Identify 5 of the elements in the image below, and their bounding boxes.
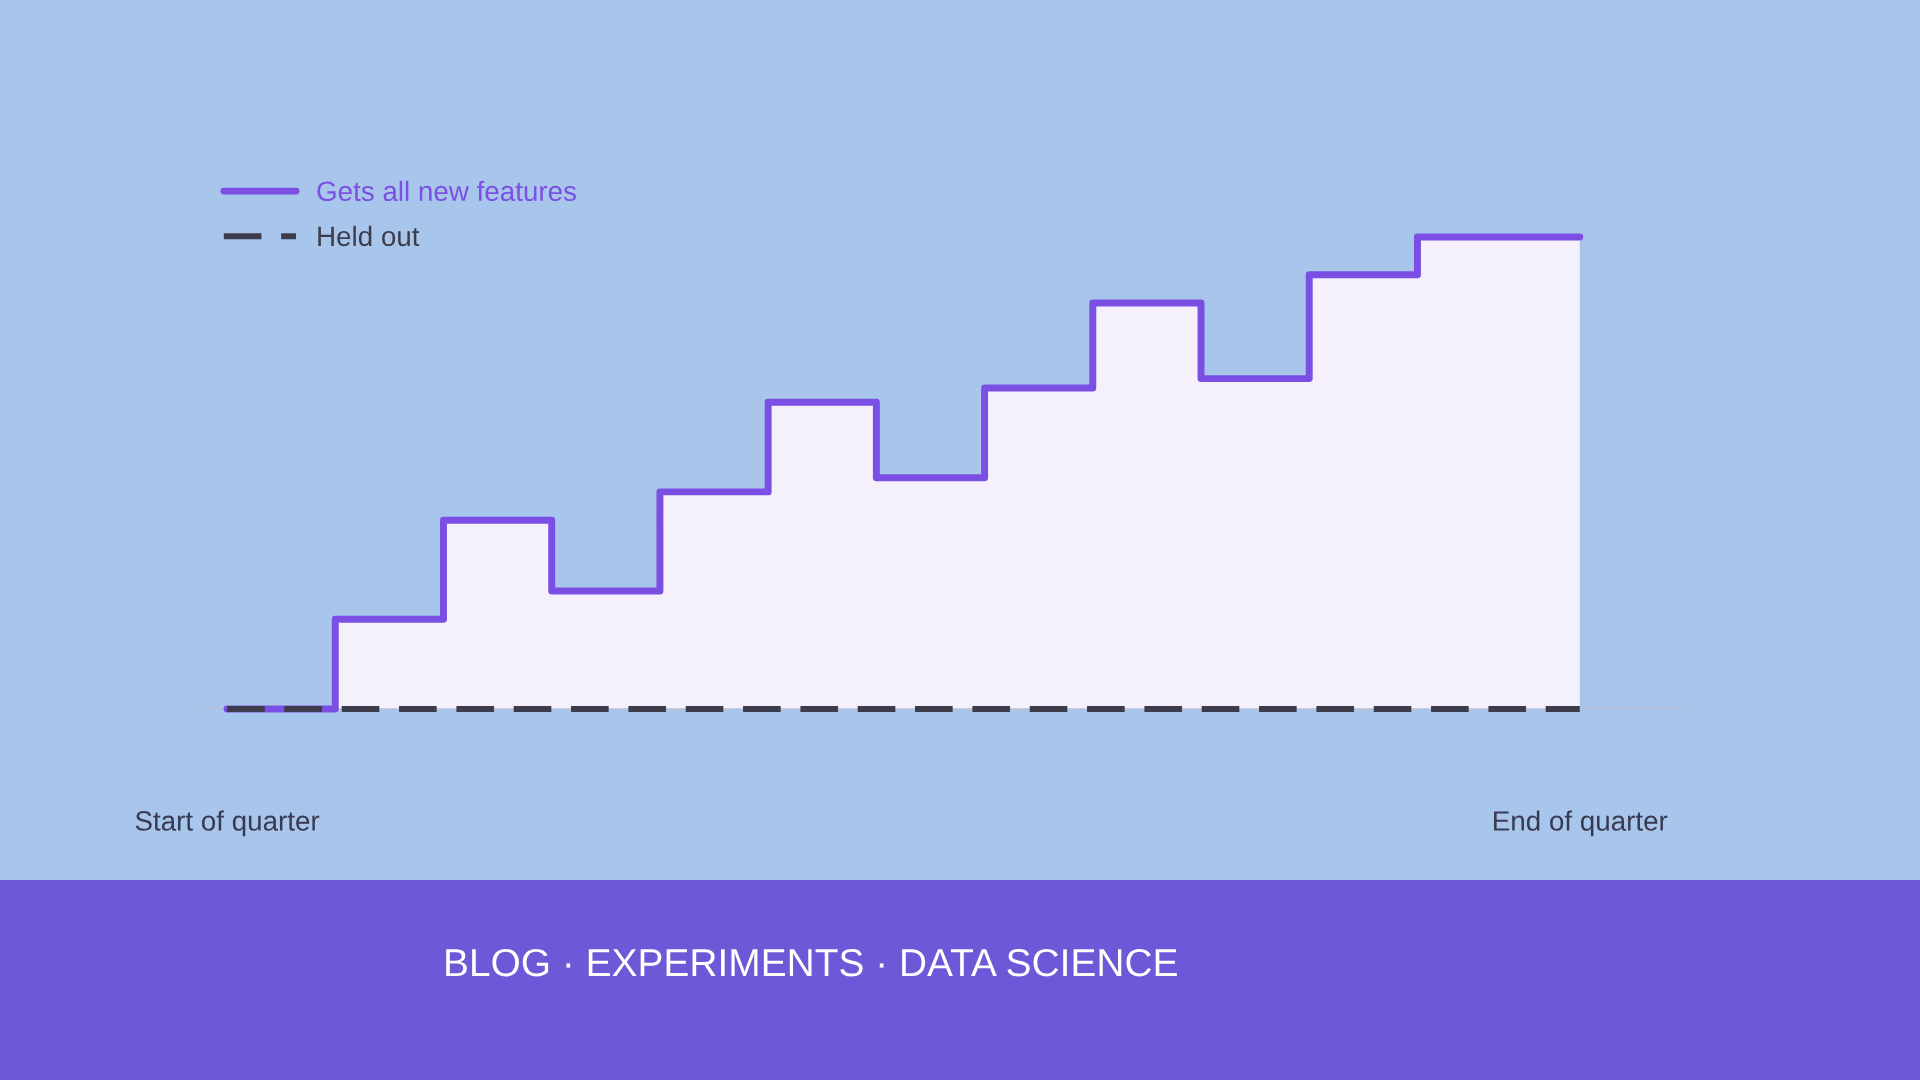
x-tick-label: Start of quarter (135, 810, 320, 837)
legend-label: Held out (318, 225, 420, 247)
text: BLOG · EXPERIMENTS · DATA SCIENCE (446, 948, 1177, 977)
x-tick-label: End of quarter (1494, 810, 1668, 837)
legend-label: Gets all new features (317, 180, 576, 202)
